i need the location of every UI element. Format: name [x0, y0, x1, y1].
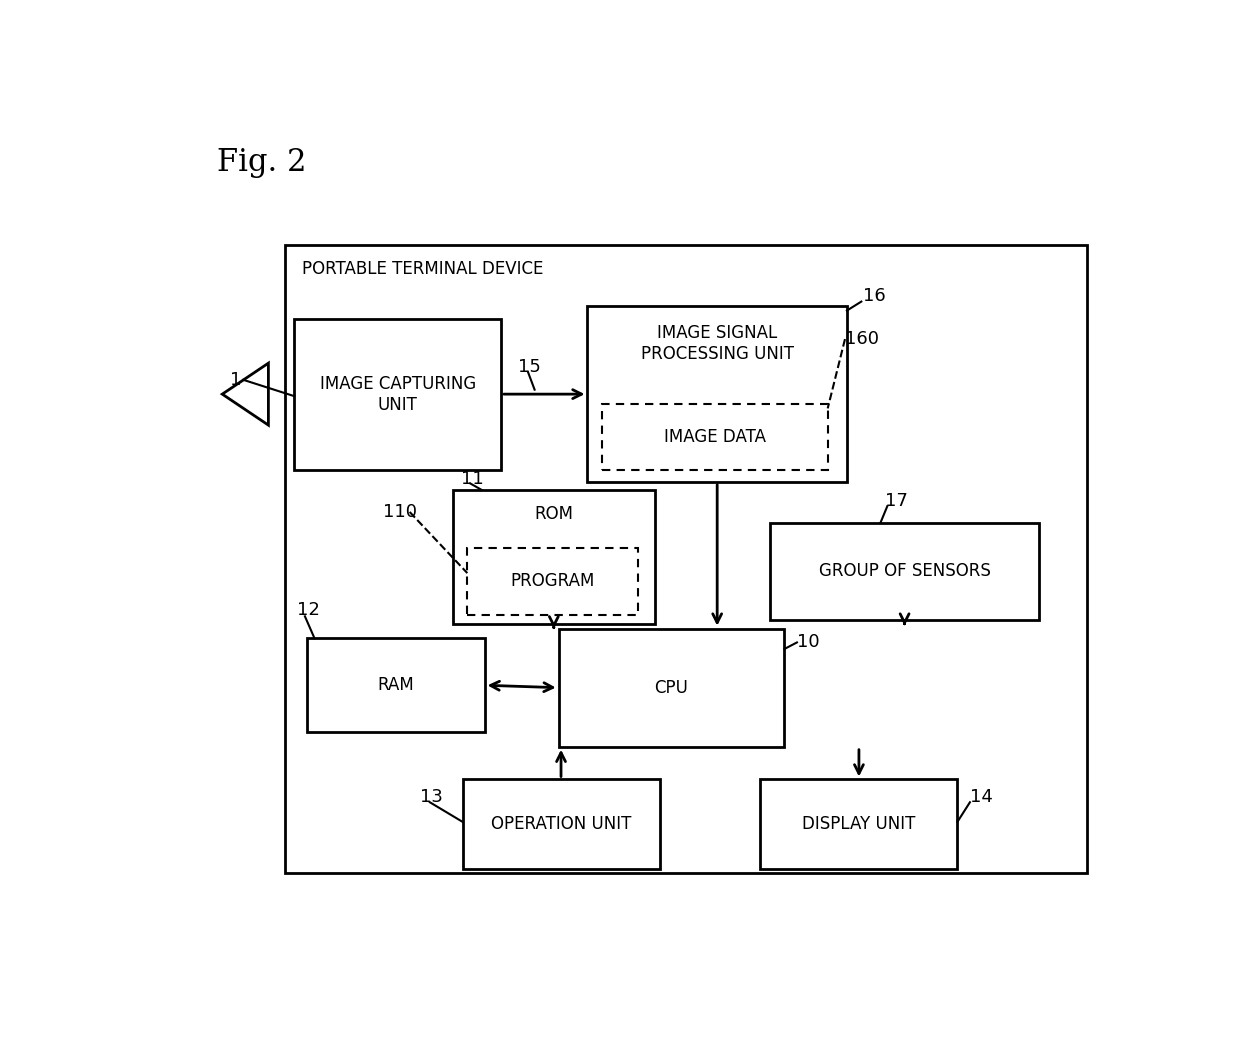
Text: Fig. 2: Fig. 2: [217, 147, 308, 179]
Bar: [760, 779, 957, 869]
Text: 110: 110: [383, 503, 417, 521]
Bar: [467, 548, 639, 614]
Text: PORTABLE TERMINAL DEVICE: PORTABLE TERMINAL DEVICE: [303, 261, 543, 279]
Text: RAM: RAM: [377, 677, 414, 695]
Text: 12: 12: [298, 600, 320, 618]
Bar: [285, 246, 1087, 874]
Bar: [463, 779, 660, 869]
Text: CPU: CPU: [655, 679, 688, 697]
Text: 1: 1: [229, 371, 242, 389]
Bar: [770, 522, 1039, 621]
Text: 15: 15: [518, 358, 541, 376]
Text: GROUP OF SENSORS: GROUP OF SENSORS: [818, 562, 991, 580]
Bar: [588, 306, 847, 482]
Text: 16: 16: [863, 287, 887, 305]
Text: OPERATION UNIT: OPERATION UNIT: [491, 815, 631, 833]
Bar: [601, 405, 828, 469]
Text: 11: 11: [460, 470, 484, 488]
Bar: [294, 319, 501, 469]
Text: 160: 160: [844, 330, 879, 348]
Text: 13: 13: [420, 788, 443, 806]
Text: 14: 14: [970, 788, 993, 806]
Bar: [558, 629, 785, 747]
Text: IMAGE SIGNAL
PROCESSING UNIT: IMAGE SIGNAL PROCESSING UNIT: [641, 324, 794, 362]
Text: 17: 17: [885, 491, 908, 509]
Text: 10: 10: [797, 633, 820, 651]
Bar: [306, 639, 485, 732]
Text: ROM: ROM: [534, 505, 573, 523]
Text: IMAGE DATA: IMAGE DATA: [663, 428, 766, 446]
Bar: [453, 490, 655, 625]
Polygon shape: [222, 363, 268, 425]
Text: IMAGE CAPTURING
UNIT: IMAGE CAPTURING UNIT: [320, 375, 476, 413]
Text: DISPLAY UNIT: DISPLAY UNIT: [802, 815, 915, 833]
Text: PROGRAM: PROGRAM: [511, 572, 595, 590]
